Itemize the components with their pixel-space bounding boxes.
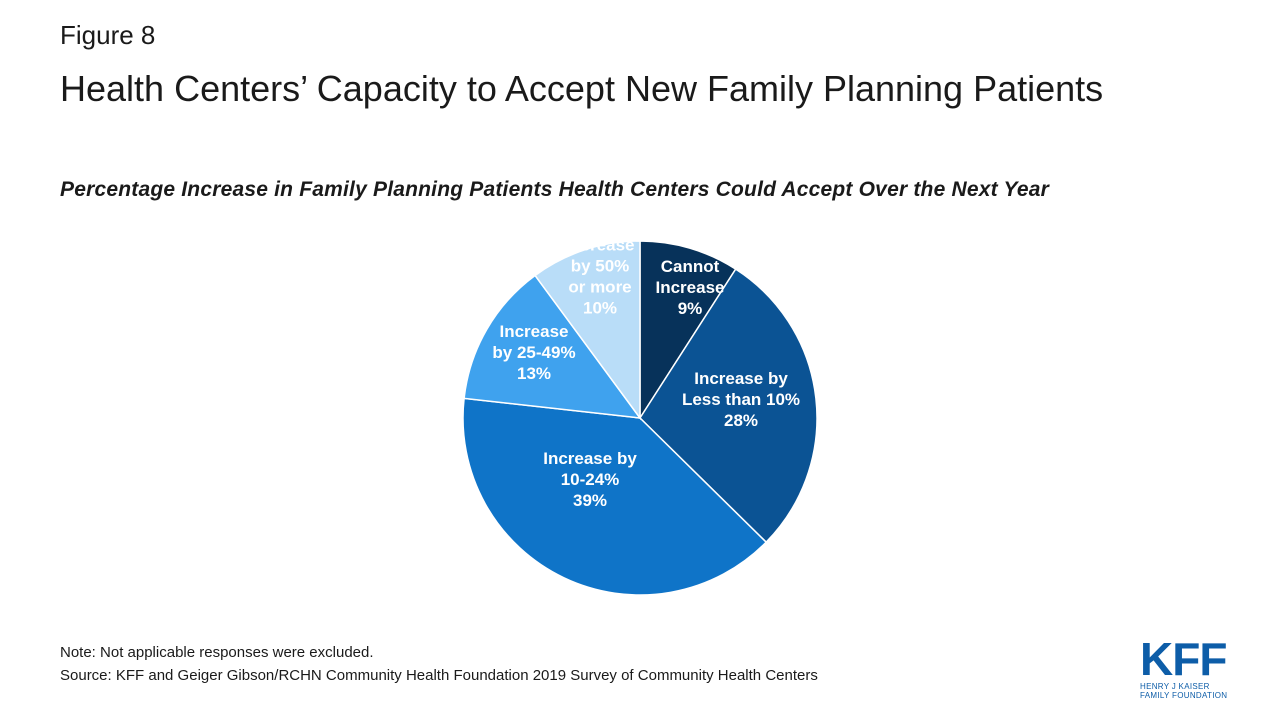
pie-slice-label-3: Increase by 10-24% 39%	[543, 449, 637, 510]
pie-slice-5	[534, 240, 641, 421]
pie-slice-label-line: 13%	[517, 364, 551, 383]
chart-source: Source: KFF and Geiger Gibson/RCHN Commu…	[60, 667, 818, 684]
pie-slice-label-2: Increase by Less than 10% 28%	[682, 369, 800, 430]
chart-note: Note: Not applicable responses were excl…	[60, 644, 374, 661]
pie-slice-label-1: Cannot Increase 9%	[656, 257, 725, 318]
logo-mark: KFF	[1140, 633, 1227, 685]
logo-line-2: FAMILY FOUNDATION	[1140, 691, 1228, 700]
chart-subtitle: Percentage Increase in Family Planning P…	[60, 178, 1050, 201]
pie-slice-label-line: by 50%	[571, 257, 630, 276]
pie-slice-label-line: Less than 10%	[682, 390, 800, 409]
pie-slice-label-line: by 25-49%	[492, 343, 575, 362]
pie-slice-4	[463, 274, 642, 419]
pie-slice-3	[462, 397, 768, 596]
pie-slice-label-line: Increase	[656, 278, 725, 297]
pie-slice-label-line: 28%	[724, 411, 758, 430]
pie-slice-label-line: 10-24%	[561, 470, 620, 489]
pie-slice-label-line: Increase	[566, 236, 635, 255]
figure-label: Figure 8	[60, 20, 156, 50]
pie-slice-label-line: Increase by	[543, 449, 637, 468]
pie-slice-label-line: 39%	[573, 491, 607, 510]
pie-slice-label-line: Cannot	[661, 257, 720, 276]
kff-logo: KFF HENRY J KAISER FAMILY FOUNDATION	[1140, 636, 1240, 702]
pie-slice-label-line: or more	[568, 278, 631, 297]
pie-slice-1	[639, 240, 737, 421]
pie-slice-label-5: Increase by 50% or more 10%	[566, 236, 635, 318]
pie-slice-label-line: Increase by	[694, 369, 788, 388]
pie-slice-label-line: 10%	[583, 299, 617, 318]
pie-slice-2	[639, 268, 818, 544]
chart-title: Health Centers’ Capacity to Accept New F…	[60, 68, 1104, 109]
logo-line-1: HENRY J KAISER	[1140, 682, 1210, 691]
pie-slice-label-line: Increase	[500, 322, 569, 341]
pie-slice-label-line: 9%	[678, 299, 703, 318]
pie-slice-label-4: Increase by 25-49% 13%	[492, 322, 575, 383]
